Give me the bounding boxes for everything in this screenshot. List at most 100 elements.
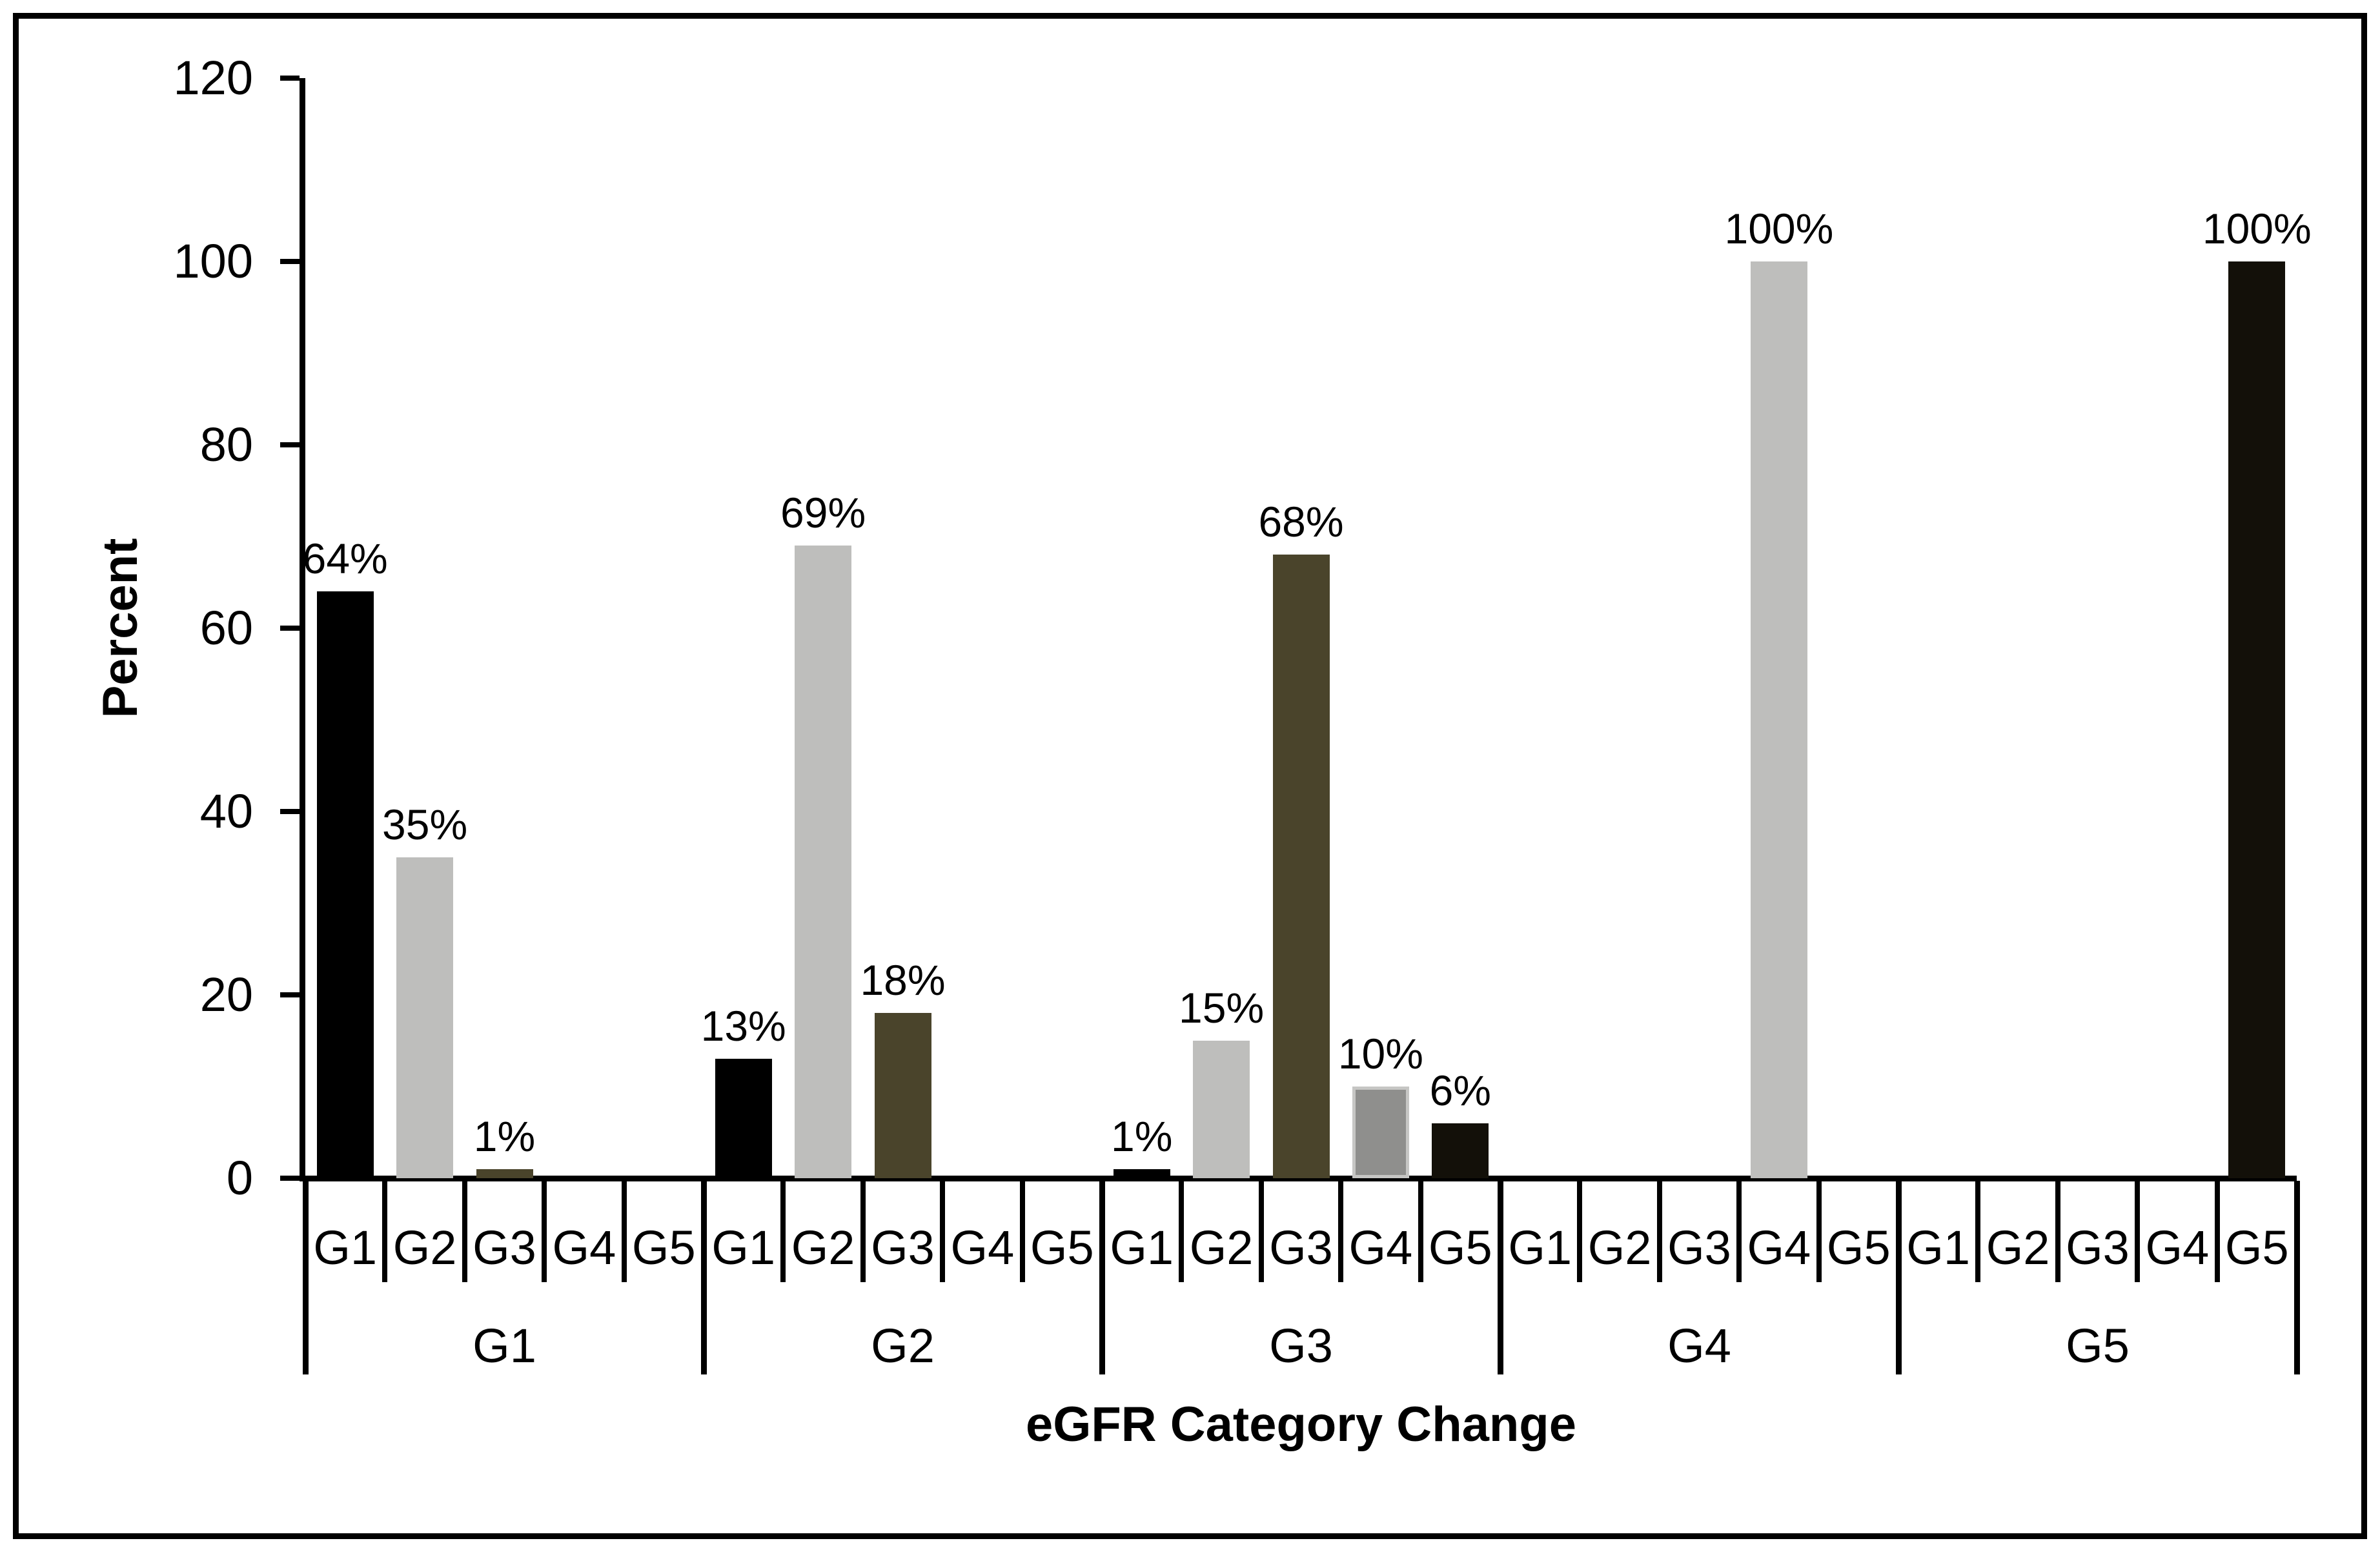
bar bbox=[2228, 261, 2286, 1178]
x-category-label: G2 bbox=[1587, 1221, 1652, 1274]
y-tick-mark bbox=[280, 992, 300, 997]
x-group-separator bbox=[1099, 1181, 1105, 1374]
x-category-label: G5 bbox=[2224, 1221, 2289, 1274]
x-category-separator bbox=[2135, 1181, 2141, 1282]
bar-value-label: 100% bbox=[2202, 205, 2312, 252]
bar-value-label: 69% bbox=[780, 489, 866, 537]
x-category-label: G4 bbox=[1747, 1221, 1811, 1274]
bar-value-label: 15% bbox=[1179, 984, 1265, 1032]
x-category-separator bbox=[1736, 1181, 1742, 1282]
y-tick-mark bbox=[280, 1176, 300, 1181]
bar-value-label: 1% bbox=[473, 1112, 536, 1160]
x-category-label: G5 bbox=[1030, 1221, 1094, 1274]
y-tick-label: 20 bbox=[199, 968, 253, 1021]
x-category-separator bbox=[1975, 1181, 1981, 1282]
x-category-label: G3 bbox=[2066, 1221, 2130, 1274]
x-category-label: G1 bbox=[711, 1221, 776, 1274]
y-tick-label: 80 bbox=[199, 418, 253, 471]
x-category-separator bbox=[1418, 1181, 1423, 1282]
x-category-label: G3 bbox=[1269, 1221, 1333, 1274]
x-category-label: G2 bbox=[1189, 1221, 1254, 1274]
y-tick-mark bbox=[280, 76, 300, 81]
x-category-separator bbox=[1179, 1181, 1185, 1282]
x-category-separator bbox=[1577, 1181, 1583, 1282]
x-group-label: G4 bbox=[1667, 1319, 1731, 1373]
x-group-separator bbox=[700, 1181, 707, 1374]
y-tick-label: 100 bbox=[173, 234, 253, 288]
bar-value-label: 100% bbox=[1724, 205, 1834, 252]
x-category-separator bbox=[621, 1181, 627, 1282]
x-group-separator bbox=[1497, 1181, 1503, 1374]
bar-value-label: 35% bbox=[382, 801, 468, 848]
bar-value-label: 64% bbox=[302, 535, 388, 583]
bar bbox=[1352, 1087, 1409, 1178]
x-category-label: G3 bbox=[871, 1221, 935, 1274]
x-category-separator bbox=[860, 1181, 866, 1282]
bar-value-label: 1% bbox=[1110, 1112, 1173, 1160]
bar bbox=[1113, 1169, 1170, 1178]
x-category-separator bbox=[940, 1181, 946, 1282]
x-category-label: G1 bbox=[313, 1221, 378, 1274]
y-tick-mark bbox=[280, 626, 300, 631]
x-category-label: G5 bbox=[1826, 1221, 1891, 1274]
x-category-label: G2 bbox=[791, 1221, 855, 1274]
x-category-label: G1 bbox=[1508, 1221, 1572, 1274]
x-category-separator bbox=[542, 1181, 547, 1282]
x-category-separator bbox=[1656, 1181, 1662, 1282]
x-axis-baseline bbox=[300, 1175, 2297, 1181]
x-category-label: G2 bbox=[1986, 1221, 2050, 1274]
bar bbox=[874, 1013, 931, 1178]
x-group-separator bbox=[2294, 1181, 2300, 1374]
bar bbox=[1272, 555, 1330, 1178]
bar bbox=[476, 1169, 533, 1178]
chart-frame bbox=[13, 13, 2367, 1539]
x-category-label: G1 bbox=[1110, 1221, 1174, 1274]
bar bbox=[1750, 261, 1807, 1178]
y-tick-mark bbox=[280, 259, 300, 264]
bar-value-label: 6% bbox=[1429, 1066, 1491, 1114]
x-group-label: G3 bbox=[1269, 1319, 1333, 1373]
x-category-separator bbox=[382, 1181, 388, 1282]
y-tick-label: 120 bbox=[173, 51, 253, 105]
x-group-separator bbox=[302, 1181, 309, 1374]
x-category-separator bbox=[462, 1181, 467, 1282]
x-category-label: G4 bbox=[1348, 1221, 1413, 1274]
x-category-separator bbox=[780, 1181, 786, 1282]
y-tick-label: 0 bbox=[226, 1151, 253, 1205]
x-category-label: G4 bbox=[950, 1221, 1015, 1274]
x-category-label: G4 bbox=[552, 1221, 616, 1274]
bar bbox=[316, 591, 374, 1178]
x-category-separator bbox=[1816, 1181, 1822, 1282]
x-category-label: G4 bbox=[2145, 1221, 2210, 1274]
x-group-separator bbox=[1895, 1181, 1902, 1374]
bar-value-label: 68% bbox=[1258, 498, 1344, 546]
x-category-label: G2 bbox=[392, 1221, 457, 1274]
bar bbox=[715, 1059, 772, 1178]
x-category-separator bbox=[2214, 1181, 2220, 1282]
x-category-label: G1 bbox=[1906, 1221, 1971, 1274]
y-tick-label: 40 bbox=[199, 784, 253, 838]
x-category-separator bbox=[1258, 1181, 1264, 1282]
x-category-separator bbox=[2055, 1181, 2060, 1282]
x-group-label: G5 bbox=[2066, 1319, 2130, 1373]
x-axis-title: eGFR Category Change bbox=[1025, 1397, 1577, 1452]
bar bbox=[1432, 1123, 1489, 1178]
x-category-separator bbox=[1338, 1181, 1344, 1282]
bar-value-label: 13% bbox=[700, 1002, 786, 1050]
x-category-label: G3 bbox=[1667, 1221, 1731, 1274]
bar bbox=[795, 546, 852, 1178]
x-group-label: G2 bbox=[871, 1319, 935, 1373]
x-category-label: G3 bbox=[473, 1221, 536, 1274]
x-category-label: G5 bbox=[631, 1221, 696, 1274]
bar bbox=[1193, 1041, 1250, 1178]
y-axis-title: Percent bbox=[93, 538, 148, 719]
x-group-label: G1 bbox=[473, 1319, 536, 1373]
bar-value-label: 10% bbox=[1337, 1030, 1423, 1077]
y-tick-mark bbox=[280, 809, 300, 814]
y-axis-line bbox=[300, 78, 305, 1181]
x-category-label: G5 bbox=[1428, 1221, 1492, 1274]
bar-value-label: 18% bbox=[860, 956, 946, 1005]
bar bbox=[396, 857, 454, 1178]
y-tick-label: 60 bbox=[199, 601, 253, 655]
